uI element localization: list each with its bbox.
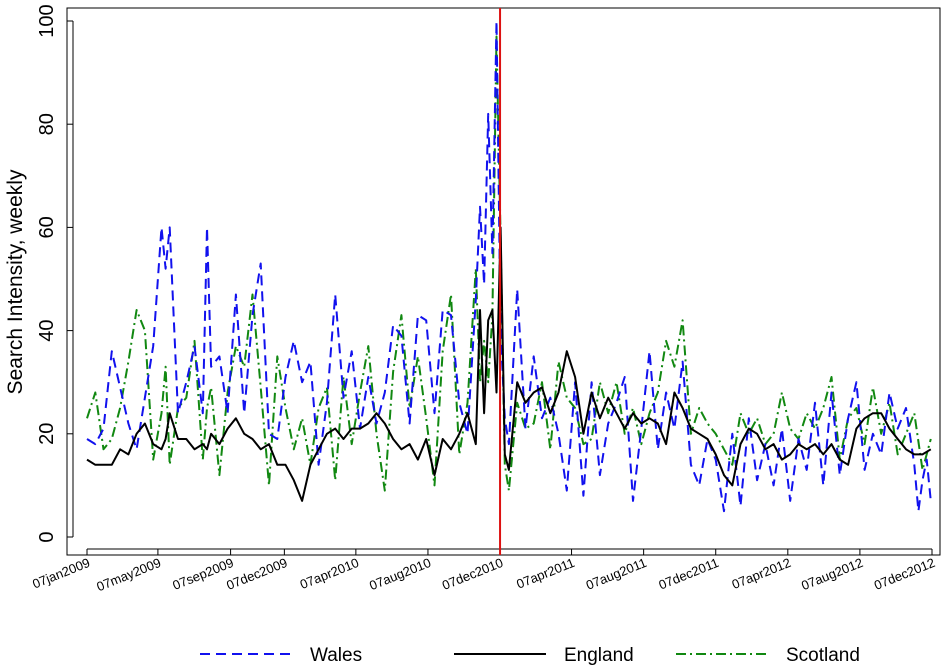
- legend-label-england: England: [564, 645, 634, 666]
- y-axis-title: Search Intensity, weekly: [4, 169, 27, 394]
- x-tick-label: 07apr2012: [730, 555, 793, 592]
- x-tick-label: 07aug2010: [367, 555, 433, 593]
- x-tick-label: 07aug2011: [584, 555, 649, 593]
- legend-label-wales: Wales: [310, 645, 362, 666]
- y-tick-label: 60: [36, 216, 58, 238]
- y-tick-label: 20: [36, 423, 58, 445]
- series-line-scotland: [86, 35, 932, 492]
- x-tick-label: 07dec2011: [656, 555, 720, 593]
- legend: Wales England Scotland: [200, 645, 860, 666]
- x-tick-label: 07sep2009: [170, 555, 235, 593]
- y-axis: 0 20 40 60 80 100: [36, 4, 74, 543]
- x-tick-label: 07apr2011: [514, 555, 576, 592]
- series-line-england: [86, 226, 932, 502]
- x-tick-label: 07dec2010: [440, 555, 505, 593]
- y-tick-label: 0: [36, 531, 58, 542]
- legend-label-scotland: Scotland: [786, 645, 860, 666]
- x-tick-label: 07jan2009: [30, 555, 92, 592]
- y-tick-label: 100: [36, 4, 58, 37]
- x-tick-label: 07dec2009: [224, 555, 289, 593]
- series-layer: [86, 20, 932, 513]
- x-tick-label: 07may2009: [94, 555, 163, 594]
- x-tick-label: 07apr2010: [298, 555, 361, 592]
- plot-frame: [66, 7, 941, 556]
- x-tick-label: 07aug2012: [799, 555, 865, 593]
- x-tick-label: 07dec2012: [872, 555, 937, 593]
- y-tick-label: 80: [36, 113, 58, 135]
- y-tick-label: 40: [36, 319, 58, 341]
